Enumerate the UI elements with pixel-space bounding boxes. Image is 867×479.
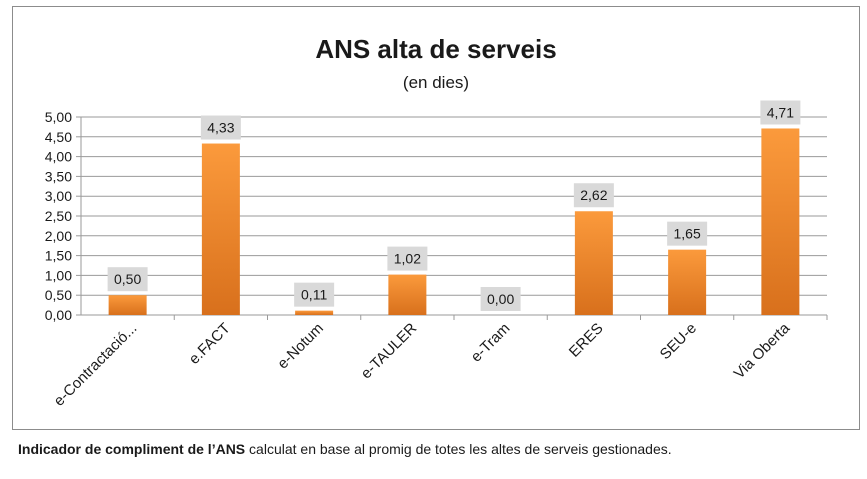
data-label-box — [200, 115, 241, 140]
caption-bold: Indicador de compliment de l’ANS — [18, 441, 246, 457]
y-tick-label: 4,50 — [45, 129, 72, 145]
chart-frame: ANS alta de serveis (en dies) 0,00 0,50 1,… — [12, 6, 860, 430]
data-label: 0,00 — [487, 291, 514, 307]
chart-title: ANS alta de serveis — [315, 34, 556, 64]
y-tick-label: 2,50 — [45, 208, 72, 224]
data-label: 0,50 — [114, 271, 141, 287]
data-label: 0,11 — [301, 287, 327, 303]
x-axis-categories: e-Contractació... e.FACT e-Notum e-TAULER e-… — [51, 315, 828, 410]
x-category-label: e-TAULER — [358, 320, 421, 383]
x-category-label: e-Notum — [274, 320, 327, 373]
y-tick-label: 0,00 — [45, 307, 72, 323]
y-tick-label: 3,50 — [45, 168, 72, 184]
data-label: 1,65 — [674, 226, 701, 242]
gridlines — [81, 116, 827, 316]
data-label-box — [760, 100, 801, 125]
y-tick-label: 5,00 — [45, 109, 72, 125]
bar — [108, 295, 147, 315]
x-category-label: e-Contractació... — [51, 320, 141, 410]
y-tick-label: 4,00 — [45, 149, 72, 165]
data-label: 4,71 — [767, 104, 794, 120]
bar — [388, 274, 427, 315]
y-tick-label: 2,00 — [45, 228, 72, 244]
data-label-box — [387, 246, 428, 271]
data-label: 2,62 — [580, 187, 607, 203]
bars — [108, 128, 800, 315]
x-category-label: ERES — [566, 320, 607, 361]
y-tick-label: 1,00 — [45, 267, 72, 283]
chart-subtitle: (en dies) — [403, 73, 469, 92]
x-category-label: e.FACT — [186, 320, 234, 368]
data-label-box — [480, 287, 521, 311]
bar — [574, 211, 613, 315]
data-label: 4,33 — [207, 120, 234, 136]
caption-text: calculat en base al promig de totes les … — [245, 441, 672, 457]
data-label-box — [667, 221, 708, 246]
data-label-box — [573, 183, 614, 208]
y-tick-label: 3,00 — [45, 188, 72, 204]
x-category-label: e-Tram — [468, 320, 514, 366]
bar — [761, 128, 800, 315]
bar-chart: ANS alta de serveis (en dies) 0,00 0,50 1,… — [45, 34, 828, 410]
figure-caption: Indicador de compliment de l’ANS calcula… — [18, 441, 672, 457]
y-axis-ticks: 0,00 0,50 1,00 1,50 2,00 2,50 3,00 3,50 4,00 4,50… — [45, 109, 82, 323]
data-label-box — [107, 267, 148, 292]
data-labels: 0,50 4,33 0,11 1,02 0,00 2,62 1,65 4,71 — [107, 100, 801, 311]
y-tick-label: 0,50 — [45, 287, 72, 303]
x-category-label: SEU-e — [657, 320, 700, 363]
x-category-label: Via Oberta — [731, 319, 794, 382]
data-label-box — [294, 282, 335, 307]
bar — [668, 249, 707, 315]
data-label: 1,02 — [394, 251, 421, 267]
y-tick-label: 1,50 — [45, 248, 72, 264]
bar — [201, 143, 240, 315]
bar — [295, 310, 334, 315]
